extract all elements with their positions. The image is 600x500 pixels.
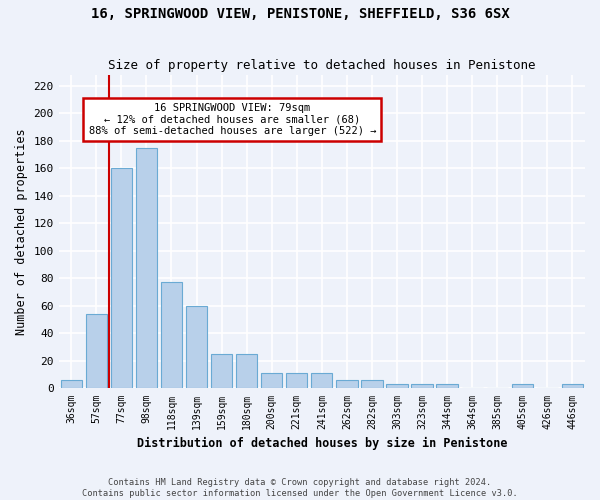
Bar (61, 380, 82, 388)
Bar (311, 374, 332, 388)
Bar (386, 384, 407, 388)
Bar (361, 380, 383, 388)
Bar (412, 384, 433, 388)
Text: 16, SPRINGWOOD VIEW, PENISTONE, SHEFFIELD, S36 6SX: 16, SPRINGWOOD VIEW, PENISTONE, SHEFFIEL… (91, 8, 509, 22)
Title: Size of property relative to detached houses in Penistone: Size of property relative to detached ho… (108, 59, 536, 72)
Text: Contains HM Land Registry data © Crown copyright and database right 2024.
Contai: Contains HM Land Registry data © Crown c… (82, 478, 518, 498)
Y-axis label: Number of detached properties: Number of detached properties (15, 128, 28, 335)
Bar (161, 282, 182, 389)
Bar (286, 374, 307, 388)
Bar (211, 354, 232, 388)
X-axis label: Distribution of detached houses by size in Penistone: Distribution of detached houses by size … (137, 437, 507, 450)
Bar (136, 148, 157, 388)
Bar (186, 306, 207, 388)
Bar (110, 168, 132, 388)
Bar (512, 384, 533, 388)
Bar (436, 384, 458, 388)
Text: 16 SPRINGWOOD VIEW: 79sqm
← 12% of detached houses are smaller (68)
88% of semi-: 16 SPRINGWOOD VIEW: 79sqm ← 12% of detac… (89, 103, 376, 136)
Bar (336, 380, 358, 388)
Bar (261, 374, 283, 388)
Bar (562, 384, 583, 388)
Bar (86, 314, 107, 388)
Bar (236, 354, 257, 388)
